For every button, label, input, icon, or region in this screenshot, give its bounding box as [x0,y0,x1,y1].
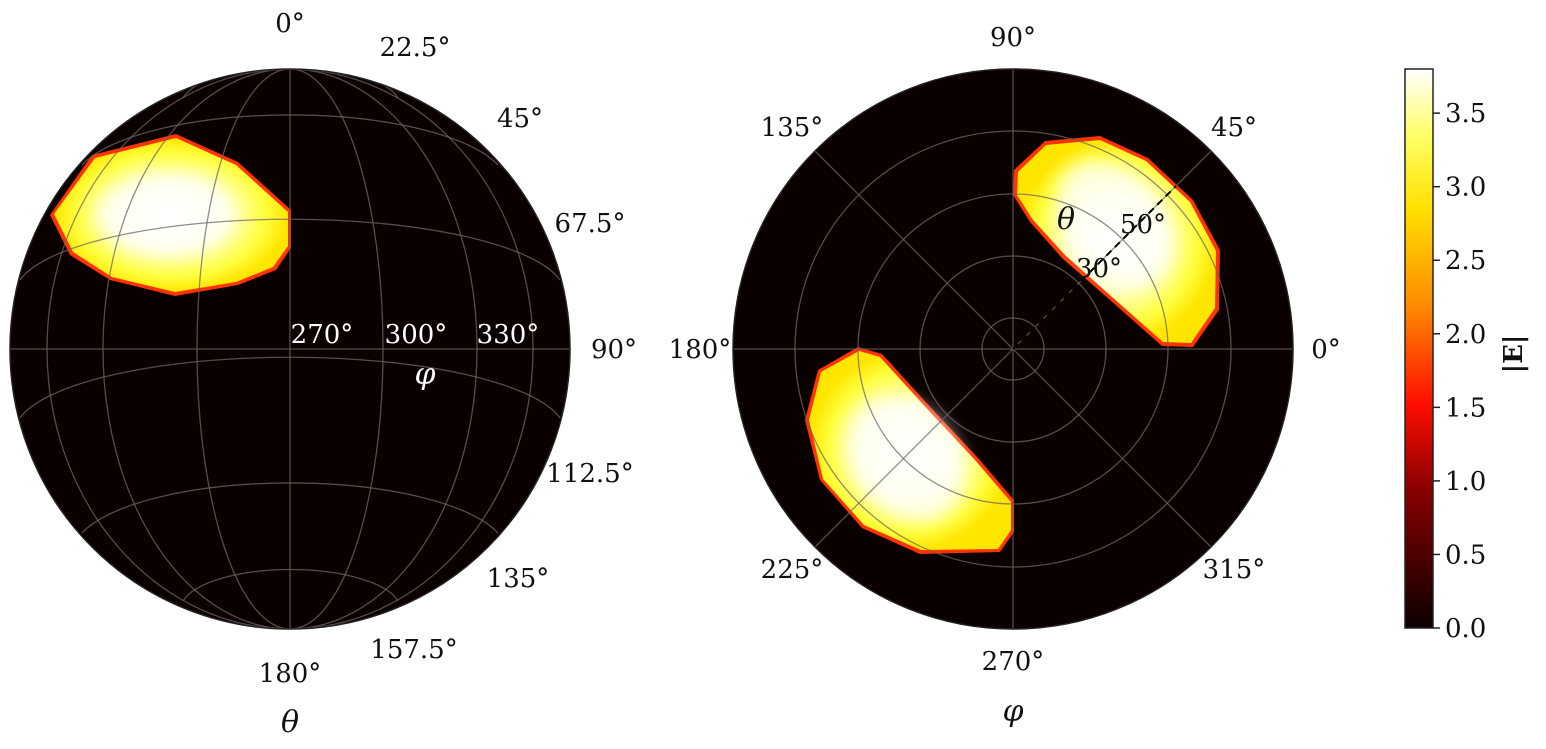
sphere-outline [9,68,571,630]
sphere-theta-tick: 157.5° [370,635,457,665]
polar-theta-tick: 30° [1076,254,1122,284]
colorbar-tick-label: 3.0 [1445,173,1486,203]
polar-phi-tick: 225° [761,555,824,585]
sphere-theta-tick-labels: 0° 22.5° 45° 67.5° 90° 112.5° 135° 157.5… [259,9,637,689]
sphere-theta-tick: 90° [591,335,637,365]
sphere-theta-tick: 22.5° [380,33,451,63]
sphere-phi-tick: 300° [385,320,448,350]
colorbar: 0.0 0.5 1.0 1.5 2.0 2.5 3.0 3.5 |E| [1404,68,1529,644]
sphere-theta-axis-label: θ [281,705,299,740]
polar-phi-tick: 315° [1203,555,1266,585]
polar-outline [732,68,1294,630]
sphere-phi-tick-labels: 270° 300° 330° [291,320,540,350]
colorbar-tick-label: 1.5 [1445,393,1486,423]
sphere-theta-tick: 67.5° [555,209,626,239]
sphere-theta-tick: 180° [259,659,322,689]
sphere-phi-axis-label: φ [414,357,435,392]
polar-phi-tick: 270° [982,647,1045,677]
sphere-lobe-core [95,177,235,253]
sphere-theta-tick: 135° [487,564,550,594]
colorbar-tick-label: 2.5 [1445,246,1486,276]
colorbar-gradient [1404,68,1434,629]
sphere-map-panel: 0° 22.5° 45° 67.5° 90° 112.5° 135° 157.5… [9,9,637,740]
sphere-phi-tick: 330° [477,320,540,350]
colorbar-tick-label: 2.0 [1445,320,1486,350]
polar-theta-axis-marker [1012,185,1177,350]
sphere-theta-tick: 112.5° [546,459,633,489]
colorbar-ticks: 0.0 0.5 1.0 1.5 2.0 2.5 3.0 3.5 [1433,99,1486,644]
polar-phi-tick: 180° [669,335,732,365]
polar-phi-tick: 0° [1311,335,1341,365]
colorbar-tick-label: 0.0 [1445,614,1486,644]
sphere-parallel-grid [10,69,570,602]
sphere-theta-tick: 0° [275,9,305,39]
polar-map-panel: 0° 45° 90° 135° 180° 225° 270° 315° 30° … [669,23,1341,729]
polar-theta-tick: 50° [1120,210,1166,240]
polar-phi-tick: 45° [1211,113,1257,143]
polar-phi-tick: 90° [990,23,1036,53]
polar-phi-tick: 135° [761,113,824,143]
polar-phi-axis-label: φ [1002,694,1023,729]
polar-phi-tick-labels: 0° 45° 90° 135° 180° 225° 270° 315° [669,23,1341,677]
colorbar-label: |E| [1499,335,1529,374]
polar-theta-axis-label: θ [1057,202,1075,237]
polar-lobe-upper-core [1056,160,1174,284]
sphere-theta-tick: 45° [497,104,543,134]
colorbar-tick-label: 1.0 [1445,467,1486,497]
colorbar-tick-label: 3.5 [1445,99,1486,129]
colorbar-tick-label: 0.5 [1445,540,1486,570]
sphere-phi-tick: 270° [291,320,354,350]
